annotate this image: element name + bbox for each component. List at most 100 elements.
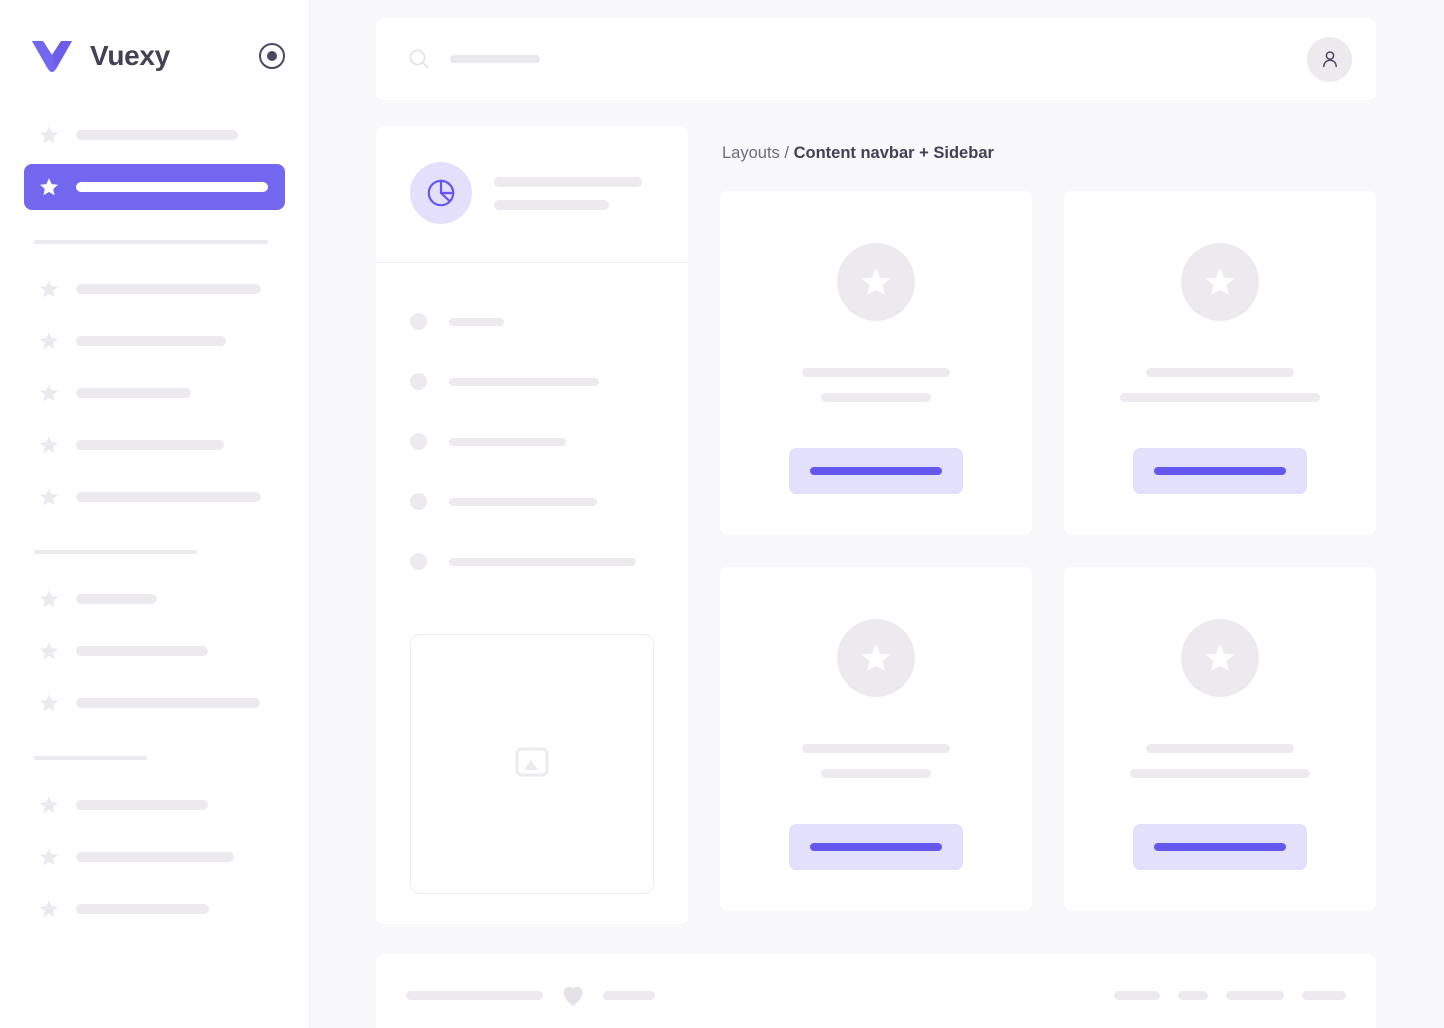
star-icon [38,846,60,868]
tile-text-lines [802,368,950,402]
footer-short-bar [603,991,655,1000]
sidebar-item[interactable] [24,886,285,932]
pie-chart-icon [410,162,472,224]
content-tile [1064,191,1376,535]
right-area: Layouts / Content navbar + Sidebar [720,126,1376,911]
sidebar-item[interactable] [24,370,285,416]
tile-text-lines [1130,744,1310,778]
breadcrumb-current: Content navbar + Sidebar [793,144,994,162]
top-navbar [376,18,1376,100]
sidebar-item-label [76,388,191,398]
list-item[interactable] [410,433,658,450]
tile-text-lines [802,744,950,778]
sidebar-item-label [76,646,208,656]
tile-cta-label [1154,467,1286,475]
list-item[interactable] [410,553,658,570]
footer-text-bar [406,991,543,1000]
sidebar-item-label [76,130,238,140]
tile-avatar [1181,619,1259,697]
star-icon [38,434,60,456]
sidebar-item-label [76,698,260,708]
radio-circle-toggle-icon[interactable] [259,43,285,69]
sidebar-item[interactable] [24,834,285,880]
tile-text-line [802,368,950,377]
sidebar-section-divider [34,756,147,760]
image-placeholder [410,634,654,894]
sidebar-item[interactable] [24,422,285,468]
sidebar-item-label [76,594,157,604]
tile-cta-button[interactable] [789,824,963,870]
footer-left-group [406,985,655,1007]
left-panel-header-line [494,199,609,210]
tile-cta-button[interactable] [1133,448,1307,494]
star-icon [38,330,60,352]
star-icon [38,898,60,920]
tile-grid [720,191,1376,911]
star-icon [38,486,60,508]
left-info-panel [376,126,688,924]
tile-cta-button[interactable] [1133,824,1307,870]
tile-text-line [1146,744,1294,753]
brand-header: Vuexy [0,0,309,112]
sidebar-item-label [76,904,209,914]
tile-avatar [837,619,915,697]
sidebar-nav [0,112,309,932]
sidebar-item[interactable] [24,680,285,726]
user-avatar-icon[interactable] [1307,36,1352,82]
search-input[interactable] [450,55,540,63]
footer-bar [376,954,1376,1028]
left-panel-header [376,126,688,263]
sidebar-section-divider [34,240,268,244]
tile-text-line [1120,393,1320,402]
footer-link-bar[interactable] [1114,991,1160,1000]
sidebar-item[interactable] [24,628,285,674]
sidebar-item-label [76,182,268,192]
sidebar-group [24,550,285,726]
sidebar-item[interactable] [24,782,285,828]
list-item[interactable] [410,373,658,390]
sidebar-item[interactable] [24,318,285,364]
image-placeholder-icon [514,744,550,785]
sidebar-item[interactable] [24,576,285,622]
sidebar-item-label [76,440,224,450]
tile-text-line [821,769,931,778]
sidebar-item[interactable] [24,474,285,520]
tile-text-lines [1120,368,1320,402]
list-item[interactable] [410,313,658,330]
tile-text-line [821,393,931,402]
tile-cta-button[interactable] [789,448,963,494]
star-icon [38,640,60,662]
tile-avatar [1181,243,1259,321]
content-tile [1064,567,1376,911]
list-item-label [449,317,504,326]
sidebar-item-label [76,852,234,862]
footer-link-bar[interactable] [1226,991,1284,1000]
star-icon [38,124,60,146]
list-item[interactable] [410,493,658,510]
tile-cta-label [810,843,942,851]
search-icon[interactable] [408,48,430,70]
sidebar-item-active[interactable] [24,164,285,210]
star-icon [38,794,60,816]
sidebar-item[interactable] [24,112,285,158]
breadcrumb: Layouts / Content navbar + Sidebar [720,126,1376,191]
sidebar-group [24,112,285,210]
list-item-label [449,557,636,566]
footer-link-bar[interactable] [1178,991,1208,1000]
sidebar-item[interactable] [24,266,285,312]
left-panel-header-line [494,176,642,187]
sidebar: Vuexy [0,0,310,1028]
sidebar-item-label [76,492,261,502]
tile-text-line [1146,368,1294,377]
sidebar-section-divider [34,550,197,554]
tile-text-line [1130,769,1310,778]
footer-link-bar[interactable] [1302,991,1346,1000]
main-content: Layouts / Content navbar + Sidebar [310,0,1444,1028]
breadcrumb-separator: / [784,144,789,162]
vuexy-chevron-logo-icon [30,37,74,75]
brand-name: Vuexy [90,40,170,71]
list-item-label [449,437,566,446]
footer-right-group [1114,991,1346,1000]
breadcrumb-parent[interactable]: Layouts [722,144,780,162]
star-icon [38,278,60,300]
